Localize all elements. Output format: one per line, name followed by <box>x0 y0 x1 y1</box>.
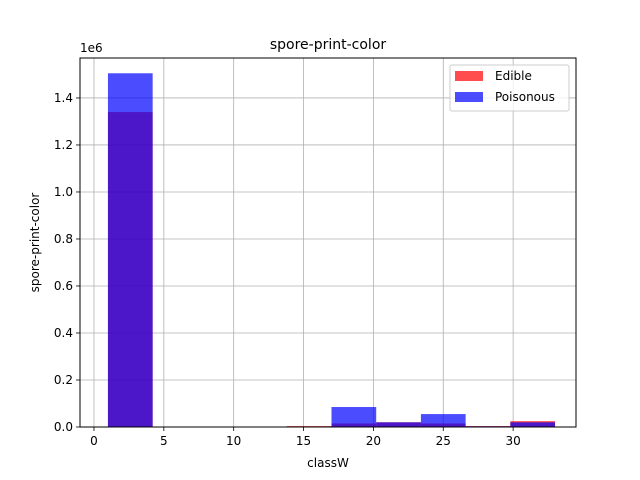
y-tick-label: 0.0 <box>54 420 73 434</box>
bar-poisonous <box>331 407 377 427</box>
bar-poisonous <box>376 422 421 427</box>
x-tick-label: 20 <box>366 434 381 448</box>
y-tick-label: 0.4 <box>54 326 73 340</box>
bar-poisonous <box>420 414 466 427</box>
histogram-bars <box>107 73 556 428</box>
x-tick-label: 0 <box>90 434 98 448</box>
x-axis-ticks: 0 5 10 15 20 25 30 <box>90 427 521 448</box>
legend: Edible Poisonous <box>449 64 570 112</box>
y-tick-label: 1.4 <box>54 91 73 105</box>
y-tick-label: 0.8 <box>54 232 73 246</box>
chart-title: spore-print-color <box>270 37 387 53</box>
plot-area-frame <box>79 57 577 428</box>
bar-poisonous <box>107 73 153 427</box>
legend-swatch-edible <box>455 71 483 81</box>
y-tick-label: 0.6 <box>54 279 73 293</box>
grid-lines <box>80 58 576 428</box>
legend-label-edible: Edible <box>495 69 532 83</box>
x-axis-label: classW <box>307 456 349 470</box>
y-tick-label: 1.0 <box>54 185 73 199</box>
y-tick-label: 1.2 <box>54 138 73 152</box>
x-tick-label: 5 <box>160 434 168 448</box>
bar-poisonous <box>510 422 556 427</box>
y-axis-offset-label: 1e6 <box>80 41 103 55</box>
y-axis-label: spore-print-color <box>28 193 42 293</box>
x-tick-label: 10 <box>226 434 241 448</box>
y-tick-label: 0.2 <box>54 373 73 387</box>
legend-label-poisonous: Poisonous <box>495 90 555 104</box>
x-tick-label: 15 <box>296 434 311 448</box>
x-tick-label: 30 <box>505 434 520 448</box>
legend-swatch-poisonous <box>455 92 483 102</box>
x-tick-label: 25 <box>436 434 451 448</box>
y-axis-ticks: 0.0 0.2 0.4 0.6 0.8 1.0 1.2 1.4 <box>54 91 80 434</box>
